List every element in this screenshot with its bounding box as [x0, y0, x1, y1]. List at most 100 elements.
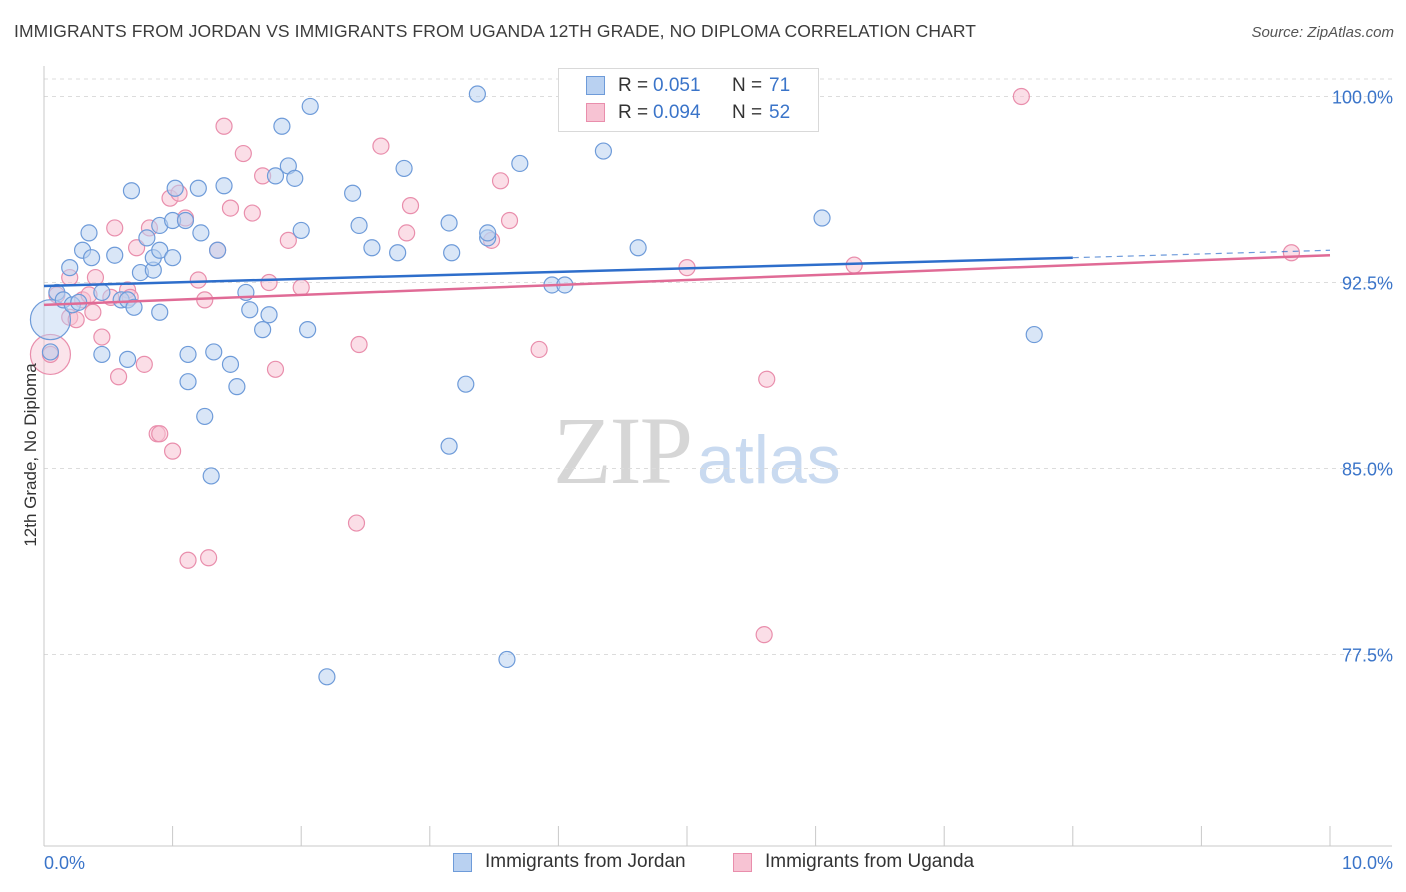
jordan-legend-swatch	[453, 852, 472, 872]
uganda-point	[93, 328, 111, 346]
jordan-trend-extension	[1072, 249, 1331, 259]
uganda-trend-line	[43, 253, 1331, 307]
jordan-trend-line	[43, 256, 1073, 288]
jordan-point	[164, 249, 182, 267]
axes	[43, 66, 1392, 847]
trend-lines	[43, 249, 1331, 307]
uganda-point	[200, 549, 218, 567]
x-tick-label-min: 0.0%	[44, 853, 85, 873]
jordan-point	[138, 229, 156, 247]
jordan-point	[299, 321, 317, 339]
jordan-point	[106, 246, 124, 264]
uganda-point	[401, 197, 420, 215]
uganda-points	[29, 87, 1301, 644]
jordan-point	[82, 249, 101, 267]
uganda-point	[755, 626, 773, 644]
uganda-point	[845, 256, 863, 274]
uganda-point	[151, 425, 169, 443]
jordan-point	[511, 154, 529, 173]
jordan-point	[189, 179, 207, 197]
uganda-point	[1012, 87, 1030, 106]
uganda-point	[500, 211, 519, 230]
uganda-point	[279, 231, 297, 249]
uganda-point	[1282, 244, 1301, 262]
uganda-point	[109, 368, 128, 386]
stats-legend: R = 0.051 N = 71 R = 0.094 N = 52	[558, 68, 819, 132]
r-label: R =	[618, 75, 649, 96]
jordan-point	[151, 241, 169, 259]
jordan-point	[166, 179, 184, 197]
jordan-point	[254, 321, 272, 339]
jordan-point	[1025, 325, 1043, 344]
jordan-point	[228, 378, 246, 396]
jordan-point	[93, 283, 111, 302]
jordan-point	[179, 373, 197, 391]
n-label: N =	[732, 75, 763, 96]
legend-item-uganda[interactable]: Immigrants from Uganda	[733, 851, 974, 873]
y-tick-label: 100.0%	[1332, 88, 1393, 108]
uganda-point	[372, 137, 390, 155]
jordan-point	[202, 467, 220, 485]
jordan-point	[221, 355, 240, 373]
jordan-point	[80, 224, 98, 242]
grid-lines	[44, 78, 1392, 655]
jordan-point	[286, 169, 304, 187]
n-value: 52	[769, 102, 791, 123]
jordan-point	[151, 303, 169, 321]
jordan-point	[457, 375, 475, 393]
jordan-point	[301, 97, 319, 116]
legend-label-jordan: Immigrants from Jordan	[485, 851, 686, 872]
uganda-point	[530, 340, 548, 359]
legend-item-jordan[interactable]: Immigrants from Jordan	[453, 851, 686, 873]
uganda-point	[221, 199, 240, 217]
uganda-point	[189, 271, 207, 289]
y-tick-label: 85.0%	[1342, 460, 1393, 480]
jordan-swatch	[586, 76, 605, 95]
y-tick-label: 77.5%	[1342, 646, 1393, 666]
jordan-points	[29, 85, 1043, 686]
r-value: 0.094	[653, 102, 701, 123]
uganda-point	[350, 335, 368, 354]
jordan-point	[629, 239, 647, 257]
jordan-point	[179, 345, 197, 364]
jordan-point	[468, 85, 486, 103]
r-label: R =	[618, 102, 649, 123]
jordan-point	[594, 142, 613, 160]
uganda-point	[292, 278, 310, 297]
jordan-point	[292, 221, 310, 240]
jordan-point	[241, 301, 259, 319]
series-legend: Immigrants from Jordan Immigrants from U…	[0, 851, 1406, 877]
uganda-point	[84, 303, 102, 321]
uganda-point	[86, 268, 105, 287]
uganda-point	[260, 273, 278, 292]
jordan-point	[813, 209, 831, 227]
jordan-point	[209, 241, 227, 259]
uganda-point	[135, 355, 153, 373]
jordan-point	[125, 298, 143, 316]
uganda-point	[215, 117, 233, 135]
jordan-point	[395, 159, 413, 178]
jordan-point	[350, 216, 368, 235]
jordan-point	[498, 650, 516, 669]
x-tick-label-max: 10.0%	[1342, 853, 1393, 873]
y-axis-label: 12th Grade, No Diploma	[21, 363, 40, 547]
jordan-point	[122, 182, 141, 200]
chart-title: IMMIGRANTS FROM JORDAN VS IMMIGRANTS FRO…	[14, 21, 977, 41]
jordan-point	[260, 306, 278, 324]
y-tick-labels: 77.5% 85.0% 92.5% 100.0%	[1332, 88, 1393, 666]
uganda-swatch	[586, 103, 605, 122]
jordan-point	[363, 239, 381, 257]
jordan-point	[176, 211, 195, 230]
jordan-point	[196, 407, 214, 426]
uganda-point	[106, 219, 124, 237]
uganda-point	[127, 239, 146, 257]
jordan-point	[443, 244, 461, 262]
chart-source: Source: ZipAtlas.com	[1251, 24, 1394, 41]
jordan-point	[479, 224, 497, 242]
jordan-point	[41, 343, 60, 361]
jordan-point	[215, 177, 233, 195]
uganda-legend-swatch	[733, 852, 752, 872]
n-value: 71	[769, 75, 791, 96]
jordan-point	[118, 350, 137, 368]
